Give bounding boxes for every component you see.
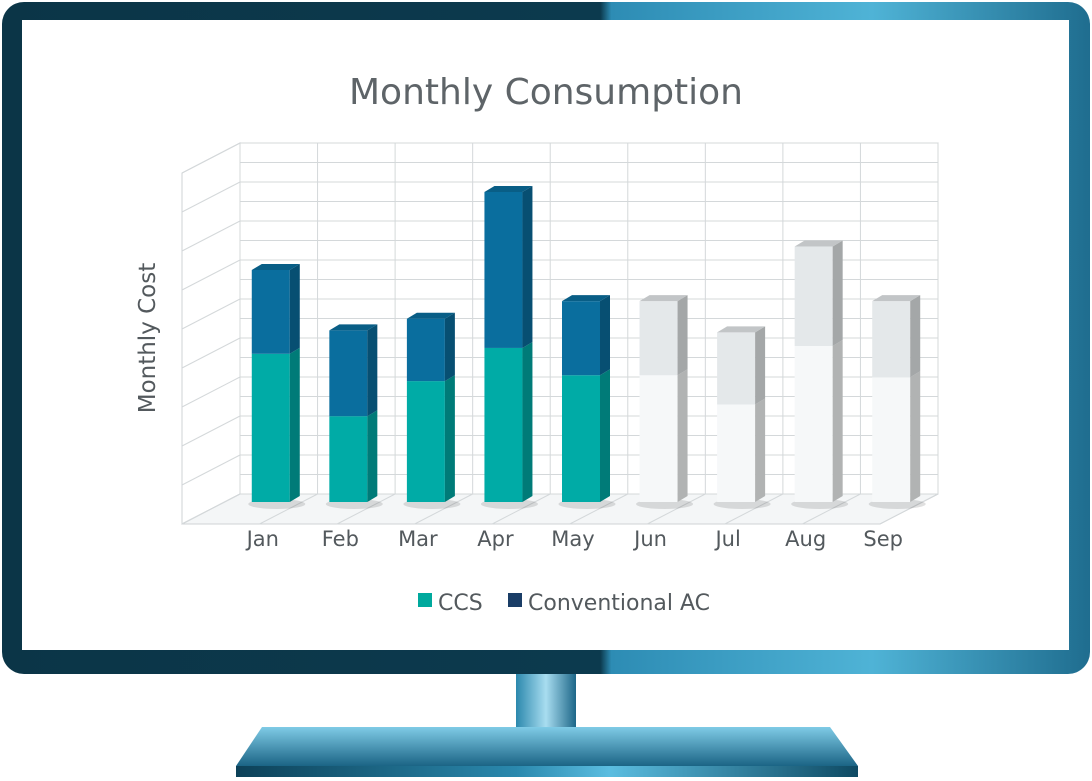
bar-conventional-ac-jul-top	[717, 326, 766, 333]
bar-ccs-jul-front	[717, 404, 756, 502]
x-tick-label-sep: Sep	[863, 527, 903, 551]
floor-gridline	[336, 493, 396, 525]
bar-conventional-ac-feb-front	[329, 330, 368, 417]
side-gridline	[181, 298, 241, 330]
bar-conventional-ac-mar-top	[406, 312, 455, 319]
bar-ccs-apr-front	[484, 347, 523, 502]
bar-conventional-ac-mar-side	[444, 312, 455, 382]
bar-stack-jan	[248, 263, 306, 509]
bar-ccs-apr-side	[522, 341, 533, 502]
bar-stack-apr	[480, 185, 538, 509]
x-tick-label-jul: Jul	[713, 527, 740, 551]
bar-conventional-ac-jan-top	[251, 263, 300, 270]
bar-ccs-aug-side	[832, 340, 843, 502]
bar-conventional-ac-jan-side	[289, 263, 300, 354]
side-gridline	[181, 337, 241, 369]
bar-conventional-ac-may-front	[562, 301, 600, 376]
bar-stack-jul	[713, 326, 771, 509]
floor-gridline	[802, 493, 861, 525]
legend-swatch-conventional-ac	[508, 593, 522, 607]
floor-gridline	[414, 493, 473, 525]
bar-conventional-ac-jan-front	[251, 269, 290, 354]
legend-label-ccs: CCS	[438, 591, 483, 616]
bar-conventional-ac-may-top	[562, 295, 610, 302]
bar-conventional-ac-sep-top	[872, 295, 921, 302]
x-tick-label-aug: Aug	[785, 527, 826, 551]
bar-stack-sep	[868, 295, 926, 509]
bar-stack-aug	[791, 240, 849, 509]
bar-ccs-jun-side	[677, 369, 688, 502]
bar-ccs-jul-side	[755, 398, 766, 502]
x-tick-label-jan: Jan	[245, 527, 279, 551]
side-gridline	[181, 376, 241, 408]
bar-conventional-ac-may-side	[600, 295, 610, 376]
floor-gridline	[259, 493, 318, 525]
side-gridline	[181, 142, 241, 174]
bar-ccs-jan-side	[289, 347, 300, 502]
bar-conventional-ac-jun-front	[639, 301, 678, 376]
bar-ccs-mar-front	[406, 381, 445, 502]
bar-stack-mar	[403, 312, 461, 509]
x-axis-ticks: Jan Feb Mar Apr May Jun Jul Aug Sep	[245, 527, 903, 551]
bar-ccs-may-side	[600, 369, 610, 502]
x-tick-label-jun: Jun	[632, 527, 667, 551]
bar-conventional-ac-jul-side	[755, 326, 766, 405]
bar-ccs-aug-front	[794, 346, 833, 502]
bar-ccs-may-front	[562, 375, 600, 502]
bar-ccs-sep-front	[872, 377, 911, 502]
side-wall	[181, 142, 241, 525]
floor-gridline	[569, 493, 629, 525]
x-tick-label-mar: Mar	[398, 527, 438, 551]
side-gridline	[181, 220, 241, 252]
chart-area: Monthly Consumption Monthly Cost Jan Feb M…	[135, 72, 939, 616]
bar-conventional-ac-aug-top	[794, 240, 843, 247]
side-gridline	[181, 454, 241, 486]
legend-swatch-ccs	[418, 593, 432, 607]
floor-gridline	[647, 493, 706, 525]
bar-ccs-feb-front	[329, 416, 368, 502]
bar-conventional-ac-apr-top	[484, 185, 533, 192]
chart-title: Monthly Consumption	[349, 72, 743, 113]
monitor-stand	[236, 668, 858, 777]
bar-ccs-sep-side	[910, 371, 921, 502]
floor-gridline	[724, 493, 784, 525]
bar-ccs-mar-side	[444, 375, 455, 502]
bar-ccs-jan-front	[251, 353, 290, 502]
bar-conventional-ac-jul-front	[717, 332, 756, 405]
bar-conventional-ac-sep-front	[872, 301, 911, 378]
x-tick-label-may: May	[551, 527, 594, 551]
bar-conventional-ac-mar-front	[406, 318, 445, 382]
floor-gridline	[491, 493, 551, 525]
bar-conventional-ac-feb-side	[367, 324, 378, 417]
x-tick-label-apr: Apr	[477, 527, 514, 551]
bar-conventional-ac-apr-side	[522, 185, 533, 348]
bar-conventional-ac-apr-front	[484, 191, 523, 348]
bar-stack-may	[558, 295, 616, 509]
side-gridline	[181, 259, 241, 291]
bar-stack-feb	[325, 324, 383, 509]
bar-stack-jun	[636, 295, 694, 509]
bar-conventional-ac-aug-side	[832, 240, 843, 346]
legend-label-conventional-ac: Conventional AC	[528, 591, 710, 616]
bar-conventional-ac-jun-side	[677, 295, 688, 376]
x-tick-label-feb: Feb	[322, 527, 359, 551]
floor-gridline	[181, 493, 241, 525]
side-gridline	[181, 181, 241, 213]
bar-conventional-ac-jun-top	[639, 295, 688, 302]
bar-conventional-ac-feb-top	[329, 324, 378, 331]
bars-group	[248, 185, 926, 509]
legend-item-conventional-ac: Conventional AC	[508, 591, 710, 616]
bar-ccs-feb-side	[367, 410, 378, 502]
floor-gridline	[879, 493, 939, 525]
y-axis-label: Monthly Cost	[135, 263, 161, 414]
bar-conventional-ac-sep-side	[910, 295, 921, 378]
legend: CCS Conventional AC	[418, 591, 710, 616]
legend-item-ccs: CCS	[418, 591, 483, 616]
bar-conventional-ac-aug-front	[794, 246, 833, 346]
bar-ccs-jun-front	[639, 375, 678, 502]
side-gridline	[181, 415, 241, 447]
